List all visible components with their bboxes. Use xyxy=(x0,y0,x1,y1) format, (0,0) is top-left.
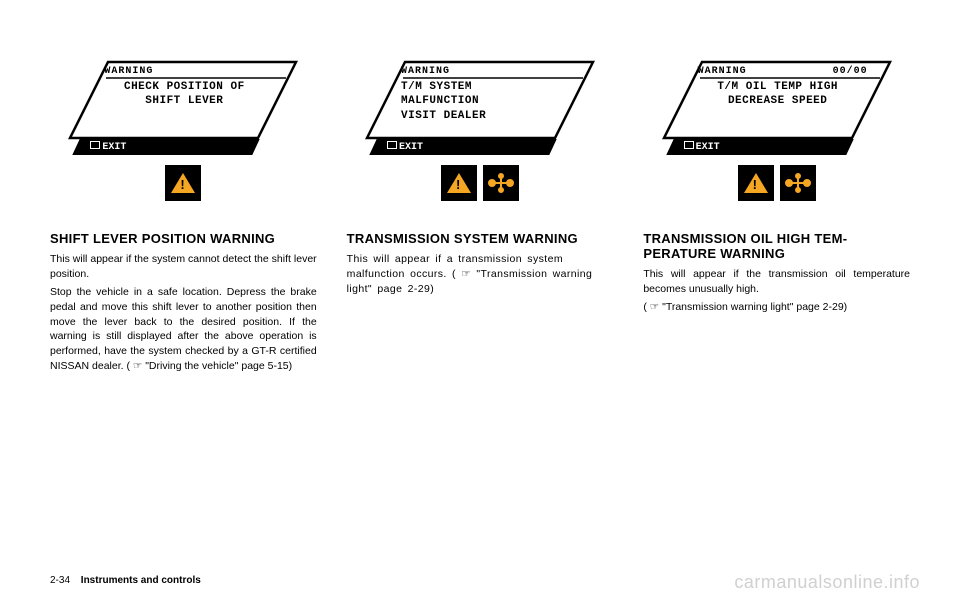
footer-section-title: Instruments and controls xyxy=(81,575,201,586)
heading-1: SHIFT LEVER POSITION WARNING xyxy=(50,231,317,246)
screen-text-3: T/M OIL TEMP HIGHDECREASE SPEED xyxy=(698,80,858,109)
column-2: WARNING T/M SYSTEMMALFUNCTIONVISIT DEALE… xyxy=(347,60,614,378)
display-screen-3: WARNING 00/00 T/M OIL TEMP HIGHDECREASE … xyxy=(662,60,892,155)
page-number: 2-34 xyxy=(50,575,70,586)
para-2-1: This will appear if a transmission syste… xyxy=(347,252,614,298)
transmission-icon xyxy=(780,165,816,201)
screen-warning-label-2: WARNING xyxy=(401,66,561,77)
watermark: carmanualsonline.info xyxy=(734,572,920,593)
icon-row-2 xyxy=(347,165,614,201)
heading-3: TRANSMISSION OIL HIGH TEM­PERATURE WARNI… xyxy=(643,231,910,261)
display-unit-1: WARNING CHECK POSITION OFSHIFT LEVER EXI… xyxy=(50,60,317,201)
screen-date-3: 00/00 xyxy=(833,66,868,77)
display-screen-1: WARNING CHECK POSITION OFSHIFT LEVER EXI… xyxy=(68,60,298,155)
para-3-1: This will appear if the transmission oil… xyxy=(643,267,910,296)
columns-container: WARNING CHECK POSITION OFSHIFT LEVER EXI… xyxy=(50,60,910,378)
exit-text-2: EXIT xyxy=(387,141,423,153)
heading-2: TRANSMISSION SYSTEM WARN­ING xyxy=(347,231,614,246)
screen-text-2: T/M SYSTEMMALFUNCTIONVISIT DEALER xyxy=(401,80,561,123)
screen-text-1: CHECK POSITION OFSHIFT LEVER xyxy=(104,80,264,109)
icon-row-1 xyxy=(50,165,317,201)
icon-row-3 xyxy=(643,165,910,201)
warning-triangle-icon xyxy=(738,165,774,201)
warning-triangle-icon xyxy=(165,165,201,201)
display-unit-3: WARNING 00/00 T/M OIL TEMP HIGHDECREASE … xyxy=(643,60,910,201)
page-footer: 2-34 Instruments and controls xyxy=(50,575,201,586)
column-3: WARNING 00/00 T/M OIL TEMP HIGHDECREASE … xyxy=(643,60,910,378)
column-1: WARNING CHECK POSITION OFSHIFT LEVER EXI… xyxy=(50,60,317,378)
screen-warning-label-3: WARNING xyxy=(698,66,747,77)
para-1-1: This will appear if the system cannot de… xyxy=(50,252,317,281)
exit-label-2: EXIT xyxy=(399,142,423,153)
display-unit-2: WARNING T/M SYSTEMMALFUNCTIONVISIT DEALE… xyxy=(347,60,614,201)
exit-label-1: EXIT xyxy=(102,142,126,153)
exit-label-3: EXIT xyxy=(696,142,720,153)
para-1-2: Stop the vehicle in a safe location. Dep… xyxy=(50,285,317,373)
screen-warning-label-1: WARNING xyxy=(104,66,264,77)
transmission-icon xyxy=(483,165,519,201)
exit-text-3: EXIT xyxy=(684,141,720,153)
display-screen-2: WARNING T/M SYSTEMMALFUNCTIONVISIT DEALE… xyxy=(365,60,595,155)
exit-text-1: EXIT xyxy=(90,141,126,153)
para-3-2: ( ☞ "Transmission warning light" page 2-… xyxy=(643,300,910,315)
warning-triangle-icon xyxy=(441,165,477,201)
